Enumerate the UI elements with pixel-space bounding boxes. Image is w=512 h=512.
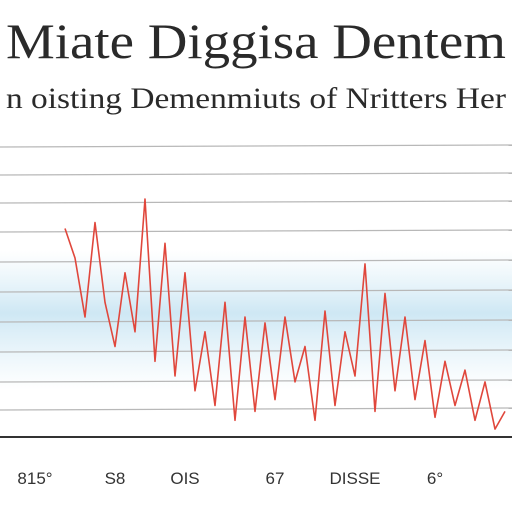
grid-line bbox=[0, 144, 512, 148]
grid-line bbox=[0, 319, 512, 323]
x-tick-label: 67 bbox=[266, 469, 285, 488]
x-tick-label: S8 bbox=[105, 469, 126, 488]
x-tick-label: 6° bbox=[427, 469, 443, 488]
grid-line bbox=[0, 200, 512, 204]
grid-line bbox=[0, 172, 512, 176]
x-tick-label: 815° bbox=[17, 469, 52, 488]
chart-title: Miate Diggisa Dentem bbox=[6, 13, 506, 69]
data-line bbox=[64, 198, 506, 430]
x-tick-label: DISSE bbox=[329, 469, 380, 488]
grid-line bbox=[0, 259, 512, 263]
x-tick-label: OIS bbox=[170, 469, 199, 488]
grid-line bbox=[0, 289, 512, 293]
grid-line bbox=[0, 229, 512, 233]
chart-subtitle: n oisting Demenmiuts of Nritters Her bbox=[6, 82, 506, 115]
grid-line bbox=[0, 379, 512, 383]
